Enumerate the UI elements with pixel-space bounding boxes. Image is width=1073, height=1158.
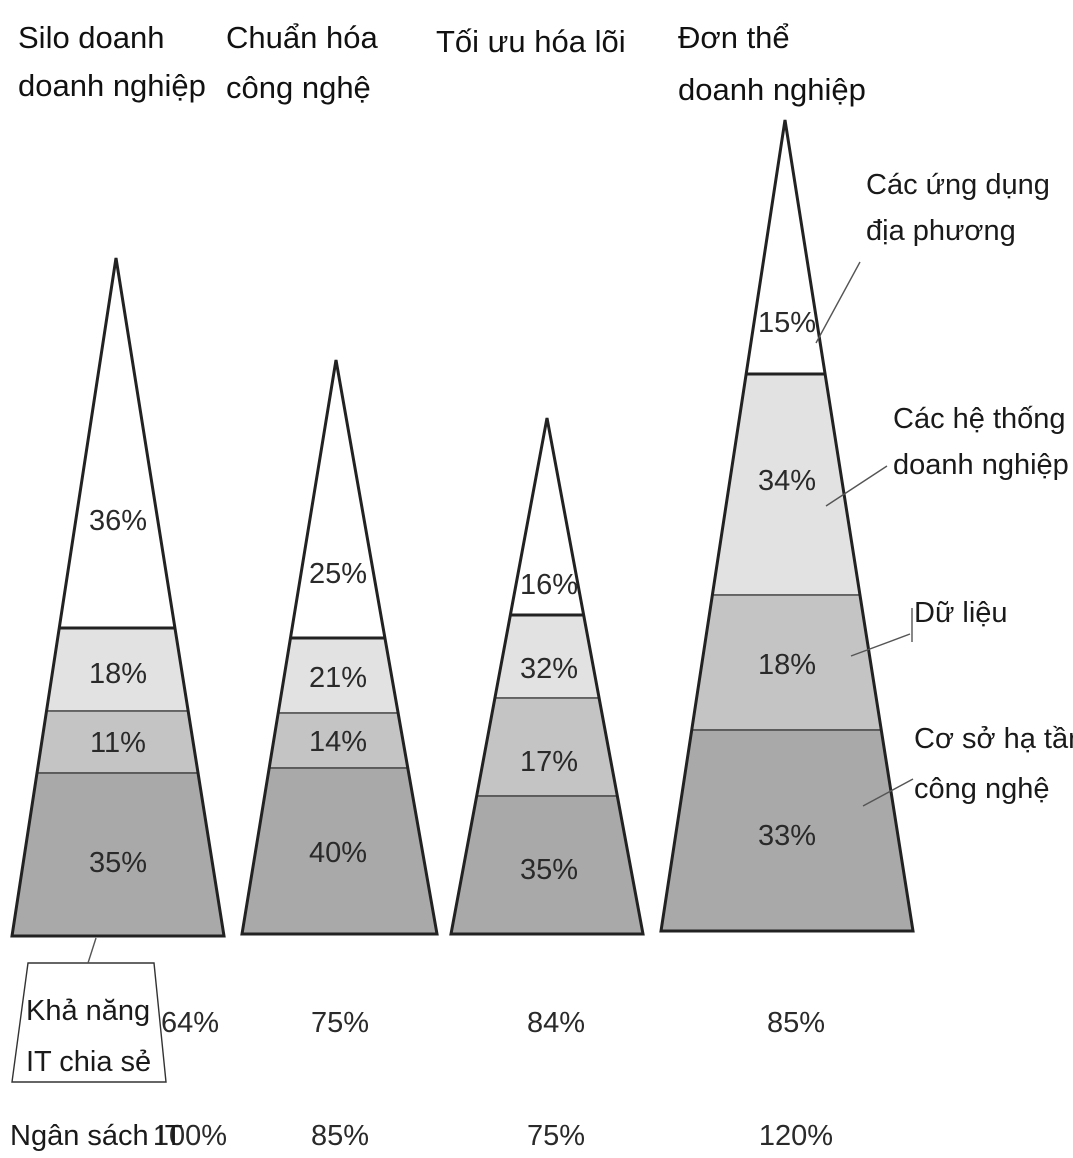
stage-title-line: doanh nghiệp bbox=[678, 72, 866, 107]
leader-line bbox=[850, 633, 911, 657]
pyramid-1: Silo doanh doanh nghiệp 36% 18% 11% 35% 64% 100… bbox=[10, 20, 227, 1152]
segment-value-label: 32% bbox=[520, 653, 578, 685]
pyramid-outline bbox=[659, 119, 915, 933]
it-budget-label: Ngân sách IT bbox=[10, 1120, 183, 1152]
shared-it-label-line: IT chia sẻ bbox=[26, 1046, 151, 1078]
segment-value-label: 18% bbox=[758, 649, 816, 681]
pyramid-outline bbox=[240, 359, 439, 936]
leader-line bbox=[815, 261, 861, 344]
callout-box bbox=[11, 962, 167, 1083]
segment-value-label: 21% bbox=[309, 662, 367, 694]
segment-value-label: 35% bbox=[89, 847, 147, 879]
segment-value-label: 40% bbox=[309, 837, 367, 869]
stage-title-line: Chuẩn hóa bbox=[226, 20, 378, 55]
stage-title-line: Đơn thể bbox=[678, 20, 790, 55]
pyramid-2: Chuẩn hóa công nghệ 25% 21% 14% 40% 75% 85% bbox=[226, 20, 439, 1152]
stage-title-line: Tối ưu hóa lõi bbox=[436, 24, 626, 59]
layer-label-enterprise-systems: Các hệ thống doanh nghiệp bbox=[825, 403, 1069, 507]
segment-value-label: 25% bbox=[309, 558, 367, 590]
leader-line bbox=[862, 778, 914, 807]
segment-value-label: 34% bbox=[758, 465, 816, 497]
stage-title-line: Silo doanh bbox=[18, 20, 165, 55]
segment-value-label: 17% bbox=[520, 746, 578, 778]
stage-title-line: công nghệ bbox=[226, 70, 371, 105]
it-budget-value: 75% bbox=[527, 1120, 585, 1152]
layer-label-data: Dữ liệu bbox=[850, 597, 1008, 657]
layer-label-line: địa phương bbox=[866, 215, 1016, 247]
it-budget-value: 120% bbox=[759, 1120, 833, 1152]
stage-title-line: doanh nghiệp bbox=[18, 68, 206, 103]
layer-label-technology-infrastructure: Cơ sở hạ tầng công nghệ bbox=[862, 723, 1073, 807]
layer-label-line: công nghệ bbox=[914, 773, 1049, 805]
shared-it-value: 75% bbox=[311, 1007, 369, 1039]
segment-value-label: 36% bbox=[89, 505, 147, 537]
layer-label-line: Các hệ thống bbox=[893, 403, 1066, 435]
layer-label-line: Dữ liệu bbox=[914, 597, 1008, 629]
pyramid-outline bbox=[10, 257, 226, 938]
callout-pointer bbox=[87, 937, 97, 964]
shared-it-value: 84% bbox=[527, 1007, 585, 1039]
shared-it-label-line: Khả năng bbox=[26, 995, 150, 1027]
pyramid-4: Đơn thể doanh nghiệp 15% 34% 18% 33% 85% 120% bbox=[659, 20, 915, 1152]
it-budget-value: 85% bbox=[311, 1120, 369, 1152]
shared-it-value: 64% bbox=[161, 1007, 219, 1039]
layer-label-line: Các ứng dụng bbox=[866, 169, 1050, 201]
segment-value-label: 11% bbox=[90, 727, 146, 759]
segment-local-applications bbox=[58, 257, 176, 629]
it-budget-value: 100% bbox=[153, 1120, 227, 1152]
segment-local-applications bbox=[289, 359, 386, 639]
segment-value-label: 14% bbox=[309, 726, 367, 758]
layer-label-line: doanh nghiệp bbox=[893, 449, 1069, 481]
shared-it-value: 85% bbox=[767, 1007, 825, 1039]
shared-it-callout: Khả năng IT chia sẻ bbox=[11, 937, 167, 1083]
layer-label-local-applications: Các ứng dụng địa phương bbox=[815, 169, 1050, 344]
pyramid-3: Tối ưu hóa lõi 16% 32% 17% 35% 84% 75% bbox=[436, 24, 645, 1152]
segment-value-label: 16% bbox=[520, 569, 578, 601]
segment-value-label: 15% bbox=[758, 307, 816, 339]
segment-value-label: 18% bbox=[89, 658, 147, 690]
pyramid-outline bbox=[449, 417, 645, 936]
segment-value-label: 35% bbox=[520, 854, 578, 886]
leader-line bbox=[825, 465, 888, 507]
segment-value-label: 33% bbox=[758, 820, 816, 852]
layer-label-line: Cơ sở hạ tầng bbox=[914, 723, 1073, 755]
